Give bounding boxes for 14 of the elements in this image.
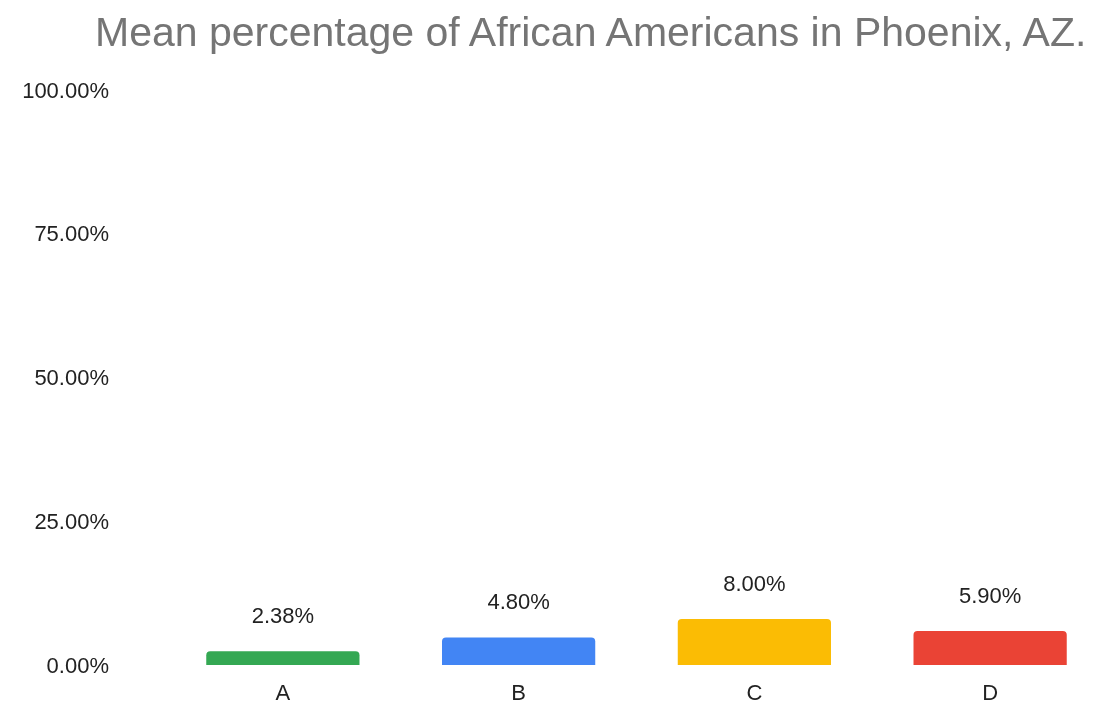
- y-tick-label: 100.00%: [22, 77, 109, 103]
- y-tick-label: 0.00%: [46, 652, 109, 678]
- chart-title: Mean percentage of African Americans in Phoenix, AZ.: [95, 8, 1087, 55]
- x-tick-label: C: [746, 679, 763, 705]
- y-tick-label: 75.00%: [34, 221, 109, 247]
- data-label: 8.00%: [723, 570, 786, 596]
- data-label: 5.90%: [958, 582, 1022, 608]
- data-label: 2.38%: [251, 602, 315, 628]
- y-tick-label: 50.00%: [34, 365, 109, 390]
- y-tick-label: 25.00%: [34, 508, 109, 534]
- x-tick-label: D: [982, 679, 999, 705]
- x-tick-label: A: [275, 679, 291, 705]
- data-label: 4.80%: [487, 588, 550, 614]
- x-tick-label: B: [511, 679, 526, 705]
